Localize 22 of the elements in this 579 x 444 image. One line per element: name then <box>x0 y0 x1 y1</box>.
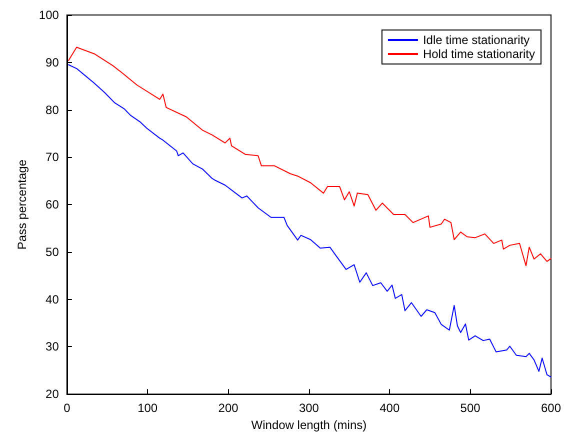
x-tick-label: 0 <box>64 401 71 416</box>
x-tick-label: 100 <box>138 401 158 416</box>
y-axis-title: Pass percentage <box>15 159 29 250</box>
x-tick-label: 300 <box>298 401 320 416</box>
x-tick-label: 500 <box>460 401 481 416</box>
line-series <box>68 64 552 378</box>
y-tick-label: 100 <box>38 8 60 22</box>
x-tick-label: 200 <box>218 401 239 416</box>
y-tick-label: 90 <box>46 55 60 70</box>
line-series <box>68 46 552 266</box>
y-tick-label: 20 <box>46 387 60 402</box>
y-tick-label: 70 <box>46 150 60 164</box>
y-tick-label: 80 <box>46 102 60 117</box>
y-tick-label: 60 <box>46 198 60 212</box>
legend-label: Idle time stationarity <box>422 33 530 47</box>
y-tick-label: 30 <box>46 340 60 354</box>
legend-label: Hold time stationarity <box>422 47 536 61</box>
y-tick-label: 40 <box>46 292 60 306</box>
x-tick-label: 600 <box>540 401 562 416</box>
x-tick-label: 400 <box>380 401 400 416</box>
y-tick-label: 50 <box>46 244 60 259</box>
x-axis-title: Window length (mins) <box>251 418 367 432</box>
